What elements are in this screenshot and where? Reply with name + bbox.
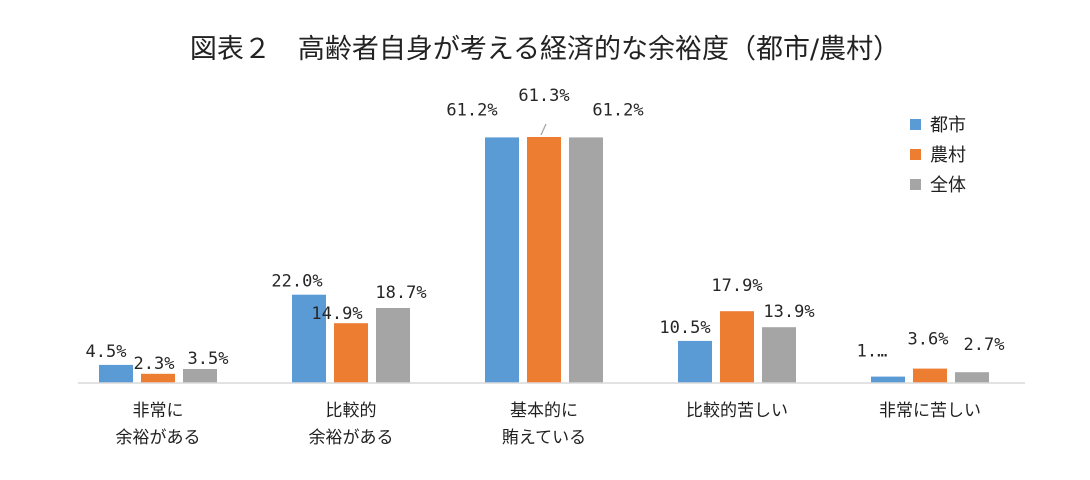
category-label-3-line-1: 基本的に <box>510 401 578 421</box>
data-label-4-都市: 10.5% <box>659 318 710 338</box>
leader-line <box>540 123 547 136</box>
data-label-1-農村: 2.3% <box>134 354 175 374</box>
leader-lines <box>540 123 547 136</box>
category-label-4-line-1: 比較的苦しい <box>686 401 788 421</box>
bar-5-全体 <box>955 372 989 383</box>
data-label-5-全体: 2.7% <box>964 335 1005 355</box>
bar-1-全体 <box>183 369 217 383</box>
data-label-4-全体: 13.9% <box>763 302 814 322</box>
data-label-5-農村: 3.6% <box>908 330 949 350</box>
bar-2-全体 <box>376 308 410 383</box>
bar-4-農村 <box>720 311 754 383</box>
data-label-2-都市: 22.0% <box>271 272 322 292</box>
data-labels-group: 4.5% 2.3% 3.5% 22.0% 14.9% 18.7% 61.2% 61.3% 61.… <box>86 86 1005 374</box>
bar-1-都市 <box>99 364 133 383</box>
legend-swatch-全体 <box>910 179 921 190</box>
data-label-3-都市: 61.2% <box>446 100 497 120</box>
bar-2-農村 <box>334 323 368 383</box>
data-label-1-都市: 4.5% <box>86 342 127 362</box>
category-label-2-line-2: 余裕がある <box>309 428 394 448</box>
bars-group <box>99 137 989 383</box>
category-label-5-line-1: 非常に苦しい <box>879 401 981 421</box>
data-label-3-全体: 61.2% <box>592 100 643 120</box>
data-label-1-全体: 3.5% <box>188 349 229 369</box>
bar-3-都市 <box>485 137 519 383</box>
category-label-1-line-1: 非常に <box>133 401 184 421</box>
legend-label-全体: 全体 <box>930 175 966 196</box>
bar-5-農村 <box>913 368 947 383</box>
legend-swatch-農村 <box>910 149 921 160</box>
data-label-2-全体: 18.7% <box>375 283 426 303</box>
category-label-2-line-1: 比較的 <box>326 401 377 421</box>
bar-4-全体 <box>762 327 796 383</box>
chart-title: 図表２ 高齢者自身が考える経済的な余裕度（都市/農村） <box>190 34 900 65</box>
category-label-3-line-2: 賄えている <box>502 428 586 448</box>
legend-label-農村: 農村 <box>930 145 966 166</box>
bar-1-農村 <box>141 373 175 383</box>
data-label-5-都市: 1.… <box>857 342 888 362</box>
category-label-1-line-2: 余裕がある <box>116 428 201 448</box>
bar-3-全体 <box>569 137 603 383</box>
data-label-2-農村: 14.9% <box>311 304 362 324</box>
data-label-4-農村: 17.9% <box>711 276 762 296</box>
bar-5-都市 <box>871 376 905 383</box>
bar-3-農村 <box>527 137 561 383</box>
data-label-3-農村: 61.3% <box>518 86 569 106</box>
legend-swatch-都市 <box>910 119 921 130</box>
bar-4-都市 <box>678 340 712 383</box>
legend-label-都市: 都市 <box>930 115 966 136</box>
bar-2-都市 <box>292 294 326 383</box>
